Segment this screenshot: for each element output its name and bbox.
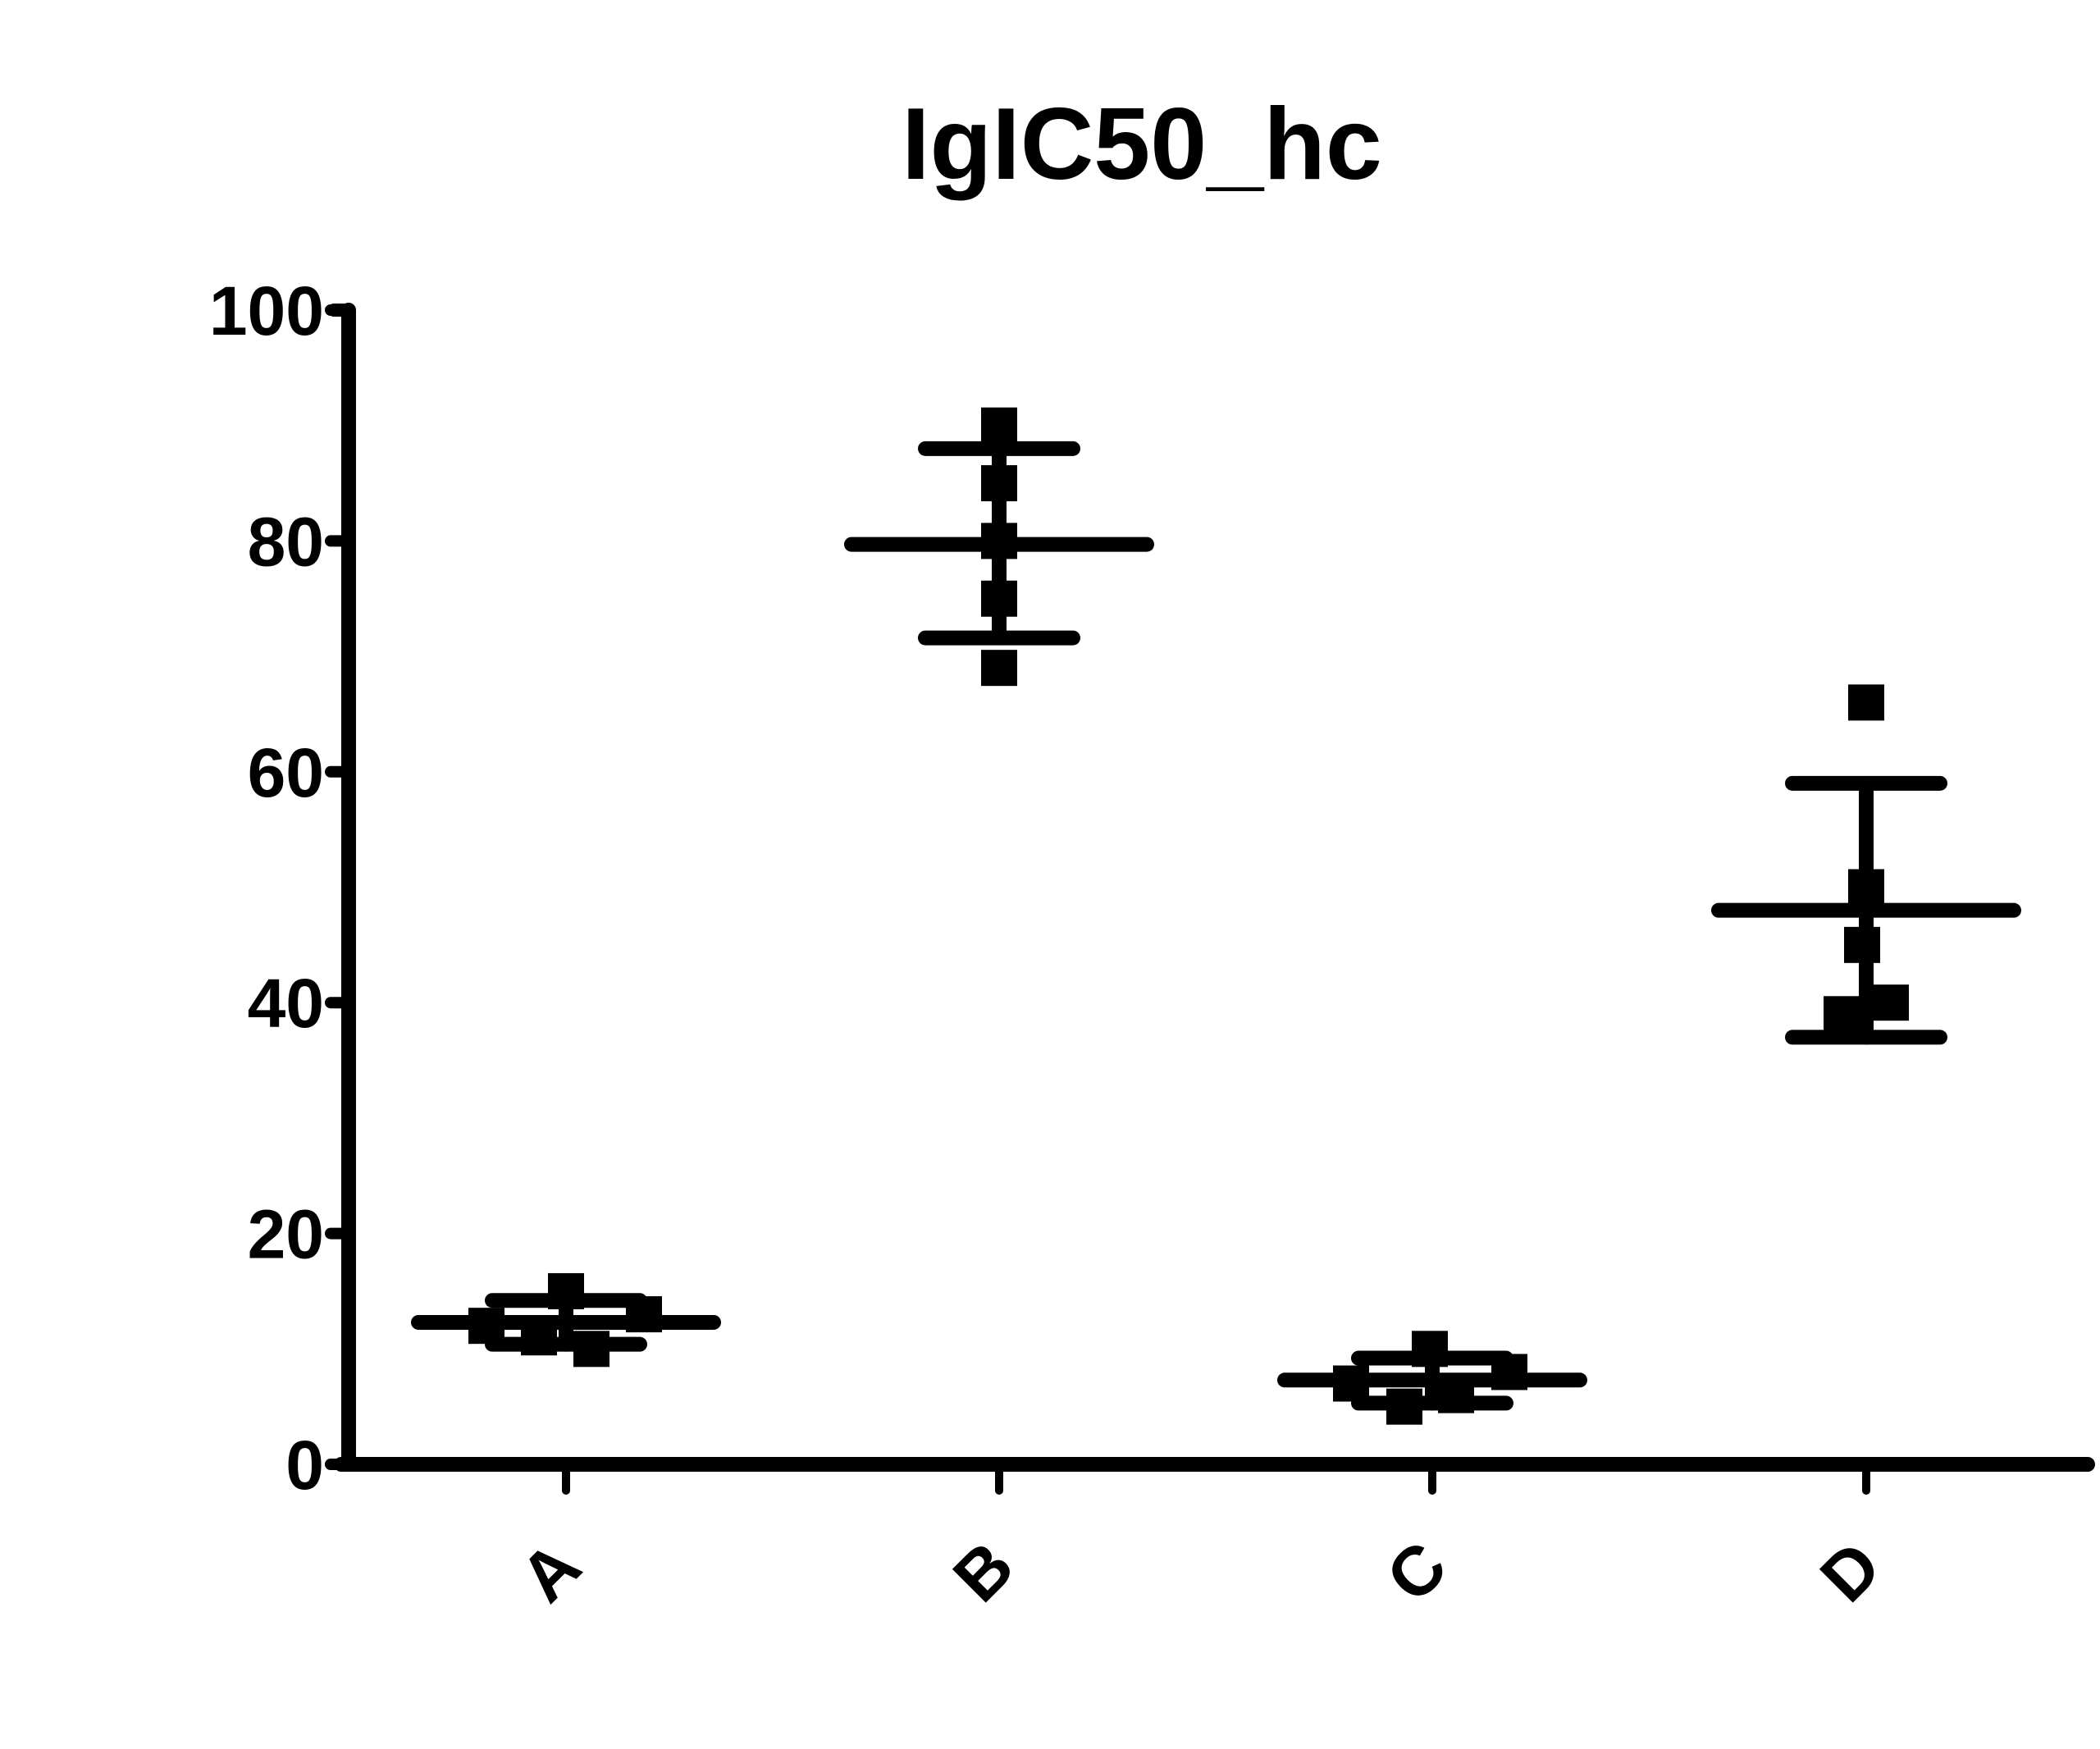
data-point	[1824, 996, 1860, 1033]
y-tick-label: 100	[209, 272, 324, 349]
plot-area	[411, 407, 2021, 1425]
x-tick-label: C	[1372, 1527, 1461, 1616]
data-point	[1412, 1331, 1448, 1368]
data-point	[1438, 1377, 1474, 1413]
group-C	[1277, 1331, 1587, 1425]
data-point	[573, 1331, 609, 1368]
data-point	[1333, 1365, 1369, 1402]
y-tick-label: 80	[248, 503, 324, 580]
data-point	[981, 465, 1017, 502]
data-point	[981, 650, 1017, 687]
data-point	[981, 523, 1017, 559]
chart-title: IgIC50_hc	[902, 88, 1382, 201]
data-point	[1873, 984, 1909, 1021]
x-tick-label: B	[938, 1527, 1028, 1616]
y-tick-label: 60	[248, 734, 324, 811]
y-tick-label: 20	[248, 1196, 324, 1273]
group-A	[411, 1272, 721, 1368]
axes: 0 20 40 60 80 100 A B C D	[209, 272, 2095, 1616]
data-point	[1848, 869, 1884, 906]
data-point	[548, 1272, 584, 1309]
y-tick-label: 0	[285, 1427, 324, 1504]
x-tick-label: A	[505, 1527, 595, 1616]
data-point	[981, 407, 1017, 444]
data-point	[1844, 926, 1880, 963]
data-point	[521, 1319, 557, 1356]
data-point	[626, 1296, 662, 1333]
data-point	[1491, 1354, 1527, 1391]
group-B	[844, 407, 1154, 687]
data-point	[981, 580, 1017, 617]
group-D	[1711, 684, 2021, 1045]
data-point	[468, 1308, 504, 1345]
y-tick-label: 40	[248, 965, 324, 1042]
data-point	[1386, 1388, 1422, 1425]
x-tick-label: D	[1806, 1527, 1895, 1616]
data-point	[1848, 684, 1884, 721]
